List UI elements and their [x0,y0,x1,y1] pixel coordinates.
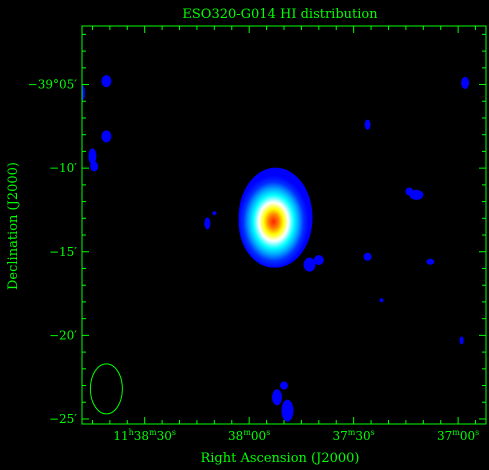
hi-blob [204,217,211,230]
hi-blob [459,336,464,345]
y-tick-label: −15′ [49,245,77,259]
hi-blob [280,381,288,390]
hi-blob [101,130,112,143]
hi-blob [90,161,99,172]
hi-blob [212,211,217,216]
y-tick-label: −25′ [49,412,77,426]
galaxy-hi-emission [238,175,309,268]
galaxy-tail [303,257,316,272]
y-tick-label: −10′ [49,161,77,175]
hi-blob [281,399,294,422]
y-tick-labels: −39°05′ −10′ −15′ −20′ −25′ [28,78,78,426]
y-tick-label: −39°05′ [28,78,78,92]
hi-blob [313,255,324,266]
hi-blob [405,187,414,196]
beam-ellipse [89,363,123,415]
hi-blob [82,84,85,101]
hi-blob [364,119,371,130]
hi-blob [272,389,283,406]
x-tick-label: 38m00s [228,428,270,443]
hi-blob [426,258,435,265]
hi-blob [379,298,384,303]
tick-marks [82,26,486,424]
y-axis-label: Declination (J2000) [6,162,21,290]
x-axis-label: Right Ascension (J2000) [200,451,359,466]
data-layer [82,75,470,422]
x-tick-label: 37m30s [333,428,375,443]
chart-title: ESO320-G014 HI distribution [182,7,378,22]
y-tick-label: −20′ [49,328,77,342]
x-tick-label: 37m00s [437,428,479,443]
hi-blob [88,148,97,165]
hi-blob [101,75,112,88]
x-tick-labels: 11h38m30s 38m00s 37m30s 37m00s [113,428,479,443]
hi-blob [363,252,372,261]
hi-blob [461,76,470,89]
x-tick-label: 11h38m30s [113,428,176,443]
